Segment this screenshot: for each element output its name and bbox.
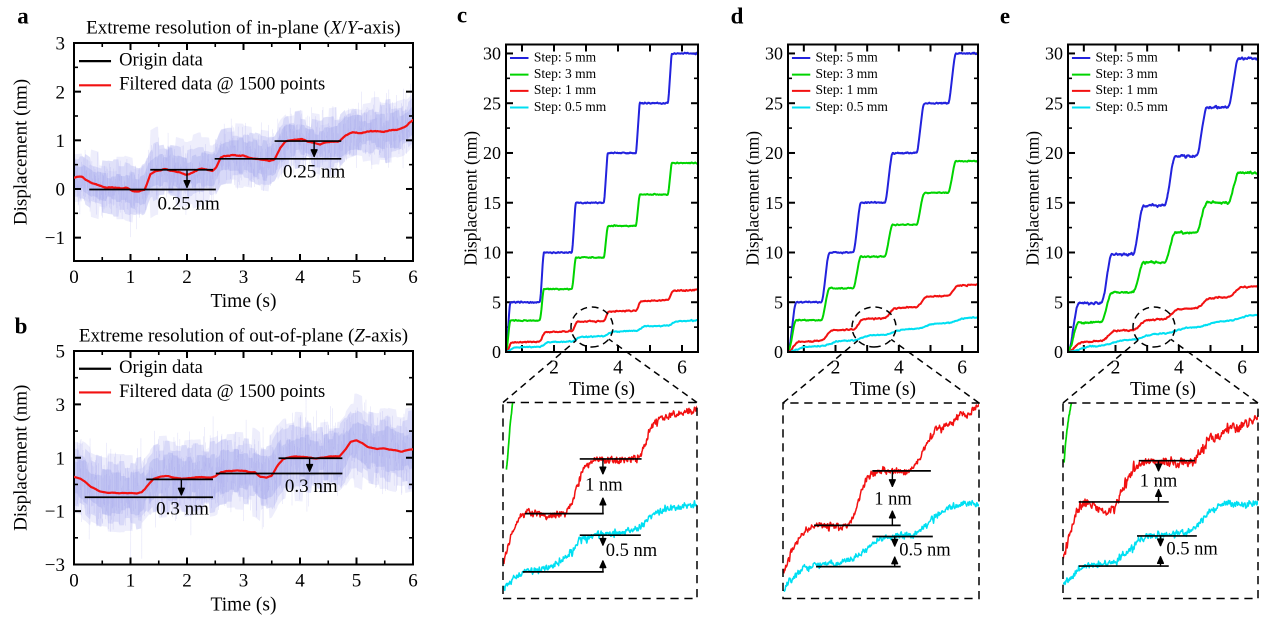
svg-text:Time (s): Time (s): [569, 379, 635, 400]
svg-text:5: 5: [352, 267, 362, 288]
svg-text:E x t r: E x t r e m e r e s o l u t i o n o f i …: [86, 17, 404, 38]
svg-text:Step: 5 mm: Step: 5 mm: [1096, 49, 1159, 64]
svg-text:Displacement (nm): Displacement (nm): [1022, 131, 1042, 266]
svg-text:0.5 nm: 0.5 nm: [899, 540, 951, 560]
svg-text:3: 3: [239, 571, 249, 592]
svg-text:20: 20: [483, 143, 501, 163]
svg-text:0: 0: [56, 180, 66, 201]
svg-text:Displacement (nm): Displacement (nm): [11, 385, 32, 531]
svg-text:1: 1: [126, 571, 136, 592]
svg-text:2: 2: [182, 571, 192, 592]
svg-text:1: 1: [56, 448, 66, 469]
svg-text:2: 2: [831, 358, 841, 379]
svg-text:0.3 nm: 0.3 nm: [156, 498, 209, 519]
svg-text:0: 0: [69, 571, 79, 592]
svg-text:Step: 3 mm: Step: 3 mm: [1096, 66, 1159, 81]
svg-text:30: 30: [1045, 44, 1063, 64]
svg-text:4: 4: [613, 358, 623, 379]
svg-text:0.3 nm: 0.3 nm: [285, 476, 338, 497]
svg-text:Filtered data @ 1500 points: Filtered data @ 1500 points: [119, 382, 325, 402]
svg-text:3: 3: [239, 267, 249, 288]
svg-text:2: 2: [1111, 358, 1121, 379]
svg-text:Step: 5 mm: Step: 5 mm: [816, 49, 879, 64]
svg-text:25: 25: [765, 93, 783, 113]
svg-text:10: 10: [1045, 243, 1063, 263]
svg-text:25: 25: [1045, 93, 1063, 113]
svg-text:Time (s): Time (s): [211, 291, 277, 312]
svg-text:a: a: [17, 4, 29, 29]
svg-text:−3: −3: [45, 555, 65, 576]
svg-text:4: 4: [295, 267, 305, 288]
svg-text:2: 2: [182, 267, 192, 288]
svg-text:Time (s): Time (s): [1130, 379, 1196, 400]
svg-text:1: 1: [126, 267, 136, 288]
svg-text:0: 0: [69, 267, 79, 288]
svg-text:Time (s): Time (s): [211, 594, 277, 615]
svg-text:1 nm: 1 nm: [1140, 471, 1178, 491]
svg-text:1 nm: 1 nm: [874, 489, 912, 509]
svg-text:c: c: [457, 3, 467, 28]
svg-text:1 nm: 1 nm: [585, 476, 623, 496]
svg-text:4: 4: [295, 571, 305, 592]
svg-text:30: 30: [765, 44, 783, 64]
svg-text:E x t r: E x t r e m e r e s o l u t i o n o f o …: [79, 325, 412, 346]
svg-text:Step: 1 mm: Step: 1 mm: [534, 82, 597, 97]
svg-text:4: 4: [1174, 358, 1184, 379]
svg-text:0: 0: [774, 342, 783, 362]
svg-text:25: 25: [483, 93, 501, 113]
svg-text:0.25 nm: 0.25 nm: [158, 194, 221, 215]
svg-text:0.25 nm: 0.25 nm: [283, 161, 346, 182]
svg-text:−1: −1: [45, 502, 65, 523]
svg-text:Step: 1 mm: Step: 1 mm: [816, 82, 879, 97]
svg-text:Step: 5 mm: Step: 5 mm: [534, 49, 597, 64]
svg-text:10: 10: [483, 243, 501, 263]
svg-text:Displacement (nm): Displacement (nm): [11, 79, 32, 225]
svg-text:Step: 3 mm: Step: 3 mm: [816, 66, 879, 81]
svg-text:5: 5: [56, 342, 66, 363]
svg-text:6: 6: [957, 358, 967, 379]
svg-text:Step: 3 mm: Step: 3 mm: [534, 66, 597, 81]
svg-text:5: 5: [352, 571, 362, 592]
svg-text:6: 6: [1237, 358, 1247, 379]
svg-text:20: 20: [1045, 143, 1063, 163]
svg-text:15: 15: [483, 193, 501, 213]
svg-text:d: d: [731, 4, 744, 29]
svg-text:5: 5: [492, 292, 501, 312]
svg-text:e: e: [1000, 4, 1010, 29]
svg-text:Step: 1 mm: Step: 1 mm: [1096, 82, 1159, 97]
svg-text:Origin data: Origin data: [119, 51, 203, 71]
svg-text:0.5 nm: 0.5 nm: [1166, 539, 1218, 559]
svg-text:0.5 nm: 0.5 nm: [606, 541, 658, 561]
svg-text:Step: 0.5 mm: Step: 0.5 mm: [816, 99, 889, 114]
svg-text:6: 6: [677, 358, 687, 379]
svg-text:2: 2: [56, 82, 66, 103]
svg-text:Displacement (nm): Displacement (nm): [742, 131, 762, 266]
svg-text:3: 3: [56, 34, 66, 55]
svg-text:2: 2: [549, 358, 559, 379]
svg-text:Step: 0.5 mm: Step: 0.5 mm: [534, 99, 607, 114]
svg-text:4: 4: [894, 358, 904, 379]
svg-text:b: b: [15, 314, 28, 339]
svg-text:Time (s): Time (s): [850, 379, 916, 400]
svg-text:5: 5: [1054, 292, 1063, 312]
svg-text:3: 3: [56, 395, 66, 416]
svg-text:Displacement (nm): Displacement (nm): [460, 131, 480, 266]
svg-text:5: 5: [774, 292, 783, 312]
svg-text:Step: 0.5 mm: Step: 0.5 mm: [1096, 99, 1169, 114]
svg-text:30: 30: [483, 44, 501, 64]
svg-text:0: 0: [1054, 342, 1063, 362]
svg-text:20: 20: [765, 143, 783, 163]
svg-text:15: 15: [765, 193, 783, 213]
svg-text:Filtered data @ 1500 points: Filtered data @ 1500 points: [119, 75, 325, 95]
svg-text:6: 6: [408, 571, 418, 592]
svg-text:−1: −1: [45, 228, 65, 249]
svg-text:0: 0: [492, 342, 501, 362]
svg-text:6: 6: [408, 267, 418, 288]
svg-text:15: 15: [1045, 193, 1063, 213]
svg-text:1: 1: [56, 131, 66, 152]
svg-text:10: 10: [765, 243, 783, 263]
svg-text:Origin data: Origin data: [119, 358, 203, 378]
